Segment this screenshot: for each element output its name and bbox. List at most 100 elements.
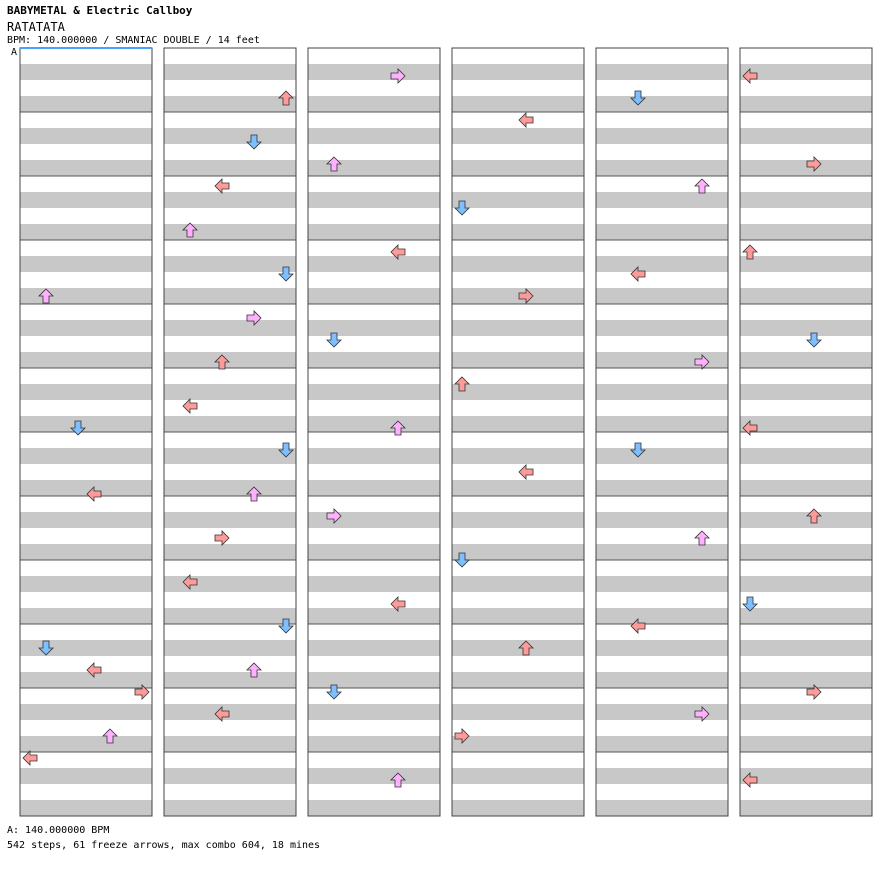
arrow-note-down-icon bbox=[630, 442, 646, 458]
beat-stripe bbox=[308, 352, 440, 368]
beat-stripe bbox=[452, 352, 584, 368]
beat-stripe bbox=[740, 704, 872, 720]
beat-stripe bbox=[740, 160, 872, 176]
beat-stripe bbox=[596, 96, 728, 112]
beat-stripe bbox=[452, 544, 584, 560]
beat-stripe bbox=[596, 160, 728, 176]
arrow-note-down-icon bbox=[70, 420, 86, 436]
beat-stripe bbox=[164, 320, 296, 336]
bpm-marker: A bbox=[11, 47, 18, 58]
beat-stripe bbox=[452, 448, 584, 464]
beat-stripe bbox=[596, 672, 728, 688]
beat-stripe bbox=[596, 320, 728, 336]
arrow-note-left-icon bbox=[630, 618, 646, 634]
beat-stripe bbox=[164, 576, 296, 592]
arrow-note-up-icon bbox=[390, 772, 406, 788]
beat-stripe bbox=[308, 160, 440, 176]
beat-stripe bbox=[164, 256, 296, 272]
beat-stripe bbox=[308, 384, 440, 400]
beat-stripe bbox=[308, 224, 440, 240]
arrow-note-down-icon bbox=[326, 332, 342, 348]
arrow-note-up-icon bbox=[278, 90, 294, 106]
beat-stripe bbox=[596, 736, 728, 752]
arrow-note-right-icon bbox=[694, 354, 710, 370]
beat-stripe bbox=[452, 256, 584, 272]
arrow-note-left-icon bbox=[390, 244, 406, 260]
beat-stripe bbox=[452, 672, 584, 688]
beat-stripe bbox=[740, 480, 872, 496]
arrow-note-left-icon bbox=[630, 266, 646, 282]
beat-stripe bbox=[452, 320, 584, 336]
arrow-note-right-icon bbox=[806, 684, 822, 700]
column-border bbox=[307, 47, 441, 817]
arrow-note-right-icon bbox=[518, 288, 534, 304]
beat-stripe bbox=[740, 768, 872, 784]
beat-stripe bbox=[740, 608, 872, 624]
arrow-note-up-icon bbox=[326, 156, 342, 172]
beat-stripe bbox=[20, 352, 152, 368]
column-border bbox=[451, 47, 585, 817]
arrow-note-left-icon bbox=[214, 706, 230, 722]
beat-stripe bbox=[20, 288, 152, 304]
beat-stripe bbox=[740, 128, 872, 144]
beat-stripe bbox=[596, 800, 728, 816]
beat-stripe bbox=[308, 128, 440, 144]
beat-stripe bbox=[164, 704, 296, 720]
beat-stripe bbox=[308, 768, 440, 784]
beat-stripe bbox=[452, 288, 584, 304]
beat-stripe bbox=[452, 192, 584, 208]
beat-stripe bbox=[20, 384, 152, 400]
beat-stripe bbox=[164, 480, 296, 496]
arrow-note-left-icon bbox=[22, 750, 38, 766]
arrow-note-left-icon bbox=[742, 68, 758, 84]
beat-stripe bbox=[452, 512, 584, 528]
beat-stripe bbox=[308, 544, 440, 560]
beat-stripe bbox=[164, 768, 296, 784]
beat-stripe bbox=[740, 192, 872, 208]
beat-stripe bbox=[164, 544, 296, 560]
beat-stripe bbox=[740, 416, 872, 432]
beat-stripe bbox=[164, 608, 296, 624]
beat-stripe bbox=[596, 576, 728, 592]
arrow-note-left-icon bbox=[86, 662, 102, 678]
beat-stripe bbox=[164, 224, 296, 240]
beat-stripe bbox=[20, 96, 152, 112]
footer-stats: 542 steps, 61 freeze arrows, max combo 6… bbox=[7, 840, 321, 851]
beat-stripe bbox=[308, 288, 440, 304]
arrow-note-up-icon bbox=[38, 288, 54, 304]
beat-stripe bbox=[596, 448, 728, 464]
arrow-note-down-icon bbox=[38, 640, 54, 656]
arrow-note-left-icon bbox=[86, 486, 102, 502]
beat-stripe bbox=[20, 224, 152, 240]
beat-stripe bbox=[308, 448, 440, 464]
beat-stripe bbox=[164, 736, 296, 752]
beat-stripe bbox=[596, 416, 728, 432]
beat-stripe bbox=[740, 320, 872, 336]
beat-stripe bbox=[308, 416, 440, 432]
beat-stripe bbox=[740, 544, 872, 560]
arrow-note-up-icon bbox=[806, 508, 822, 524]
beat-stripe bbox=[452, 384, 584, 400]
song-artist: BABYMETAL & Electric Callboy bbox=[7, 4, 193, 17]
beat-stripe bbox=[740, 384, 872, 400]
arrow-note-right-icon bbox=[246, 310, 262, 326]
beat-stripe bbox=[20, 128, 152, 144]
beat-stripe bbox=[452, 160, 584, 176]
beat-stripe bbox=[452, 768, 584, 784]
arrow-note-right-icon bbox=[390, 68, 406, 84]
beat-stripe bbox=[20, 480, 152, 496]
beat-stripe bbox=[740, 224, 872, 240]
beat-stripe bbox=[740, 640, 872, 656]
beat-stripe bbox=[308, 320, 440, 336]
beat-stripe bbox=[596, 128, 728, 144]
beat-stripe bbox=[20, 192, 152, 208]
beat-stripe bbox=[164, 640, 296, 656]
beat-stripe bbox=[596, 544, 728, 560]
beat-stripe bbox=[164, 160, 296, 176]
beat-stripe bbox=[308, 64, 440, 80]
beat-stripe bbox=[452, 704, 584, 720]
beat-stripe bbox=[308, 800, 440, 816]
beat-stripe bbox=[164, 416, 296, 432]
arrow-note-right-icon bbox=[806, 156, 822, 172]
beat-stripe bbox=[740, 352, 872, 368]
